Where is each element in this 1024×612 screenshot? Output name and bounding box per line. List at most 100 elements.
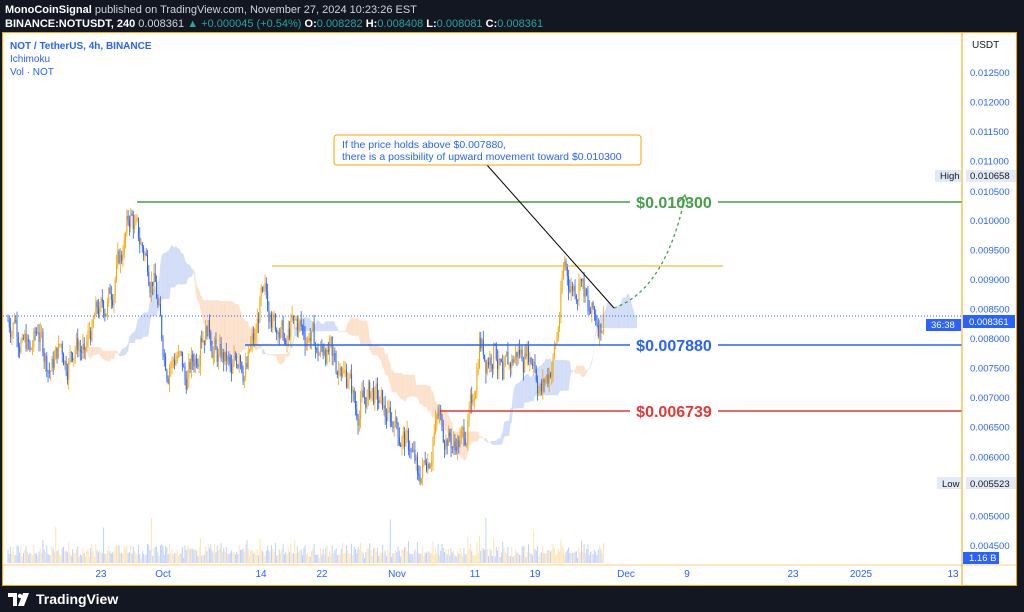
- ichimoku-cloud: [184, 259, 187, 285]
- candle: [261, 287, 263, 291]
- candle: [333, 352, 334, 356]
- ichimoku-cloud: [288, 351, 290, 357]
- volume-bar: [322, 549, 324, 563]
- candle: [409, 449, 411, 451]
- volume-bar: [379, 551, 381, 563]
- volume-bar: [29, 553, 31, 563]
- ichimoku-cloud: [178, 248, 180, 285]
- ichimoku-cloud: [175, 245, 178, 287]
- volume-bar: [353, 546, 355, 563]
- ichimoku-cloud: [349, 316, 351, 335]
- time-axis[interactable]: 23 Oct 14 22 Nov 11 19 Dec 9 23 2025 13: [95, 569, 959, 580]
- volume-bar: [446, 554, 448, 563]
- volume-bar: [304, 545, 306, 563]
- volume-bar: [140, 557, 142, 563]
- candle: [54, 359, 55, 368]
- indicator-volume[interactable]: Vol · NOT: [10, 67, 54, 78]
- author[interactable]: MonoCoinSignal: [5, 4, 92, 16]
- candle: [431, 460, 433, 467]
- ichimoku-cloud: [186, 262, 188, 285]
- candle: [574, 286, 576, 296]
- candle: [446, 439, 448, 446]
- volume-bar: [388, 551, 390, 563]
- ichimoku-cloud: [618, 304, 621, 329]
- volume-bar: [23, 552, 24, 563]
- volume-bar: [240, 549, 241, 563]
- ichimoku-cloud: [129, 335, 131, 343]
- ichimoku-cloud: [359, 320, 361, 346]
- volume-bar: [43, 549, 45, 563]
- volume-bar: [547, 550, 549, 563]
- volume-bar: [290, 543, 292, 563]
- volume-bar: [212, 552, 214, 563]
- ichimoku-cloud: [417, 384, 419, 401]
- ichimoku-cloud: [130, 333, 132, 343]
- volume-bar: [219, 547, 221, 563]
- indicator-ichimoku[interactable]: Ichimoku: [10, 54, 51, 65]
- candle: [281, 320, 283, 330]
- ichimoku-cloud: [385, 354, 387, 376]
- volume-bar: [145, 554, 147, 563]
- ichimoku-cloud: [110, 350, 112, 360]
- ichimoku-cloud: [120, 349, 122, 357]
- symbol-title[interactable]: NOT / TetherUS, 4h, BINANCE: [10, 41, 152, 52]
- ichimoku-cloud: [420, 384, 422, 405]
- footer-brand: TradingView: [8, 591, 118, 607]
- ichimoku-cloud: [604, 308, 607, 329]
- candle: [396, 417, 398, 423]
- ichimoku-cloud: [628, 293, 630, 329]
- candle: [444, 441, 446, 450]
- volume-bar: [15, 555, 17, 563]
- annotation-box[interactable]: [333, 134, 642, 166]
- volume-bar: [460, 553, 462, 563]
- chart-frame[interactable]: [2, 32, 1017, 586]
- volume-bar: [302, 555, 303, 563]
- candle: [68, 361, 70, 380]
- price-axis[interactable]: 0.012500 0.012000 0.011500 0.011000 0.010500…: [970, 68, 1010, 552]
- volume-bar: [250, 550, 252, 563]
- candle: [81, 351, 83, 353]
- ichimoku-cloud: [276, 354, 278, 363]
- volume-bar: [114, 546, 116, 563]
- volume-bar: [28, 554, 30, 563]
- candle: [507, 351, 509, 365]
- candle: [87, 331, 89, 342]
- volume-bar: [513, 555, 515, 563]
- candle: [550, 373, 551, 378]
- candle: [560, 290, 562, 318]
- candle: [427, 463, 429, 472]
- candle: [212, 353, 214, 358]
- volume-bar: [497, 550, 499, 563]
- volume-bar: [313, 544, 315, 563]
- candle: [307, 338, 309, 346]
- ichimoku-cloud: [381, 347, 383, 369]
- ichimoku-cloud: [121, 348, 123, 357]
- ichimoku-cloud: [507, 420, 510, 437]
- ichimoku-cloud: [584, 365, 586, 377]
- ichimoku-cloud: [523, 376, 525, 409]
- candle: [329, 340, 331, 352]
- volume-bar: [243, 551, 245, 563]
- volume-bar: [383, 552, 385, 563]
- volume-bar: [340, 549, 342, 563]
- volume-bar: [508, 556, 510, 563]
- tradingview-logo-icon: [8, 592, 29, 606]
- ichimoku-cloud: [239, 305, 241, 353]
- candle: [12, 322, 14, 334]
- volume-bar: [232, 551, 234, 563]
- candle: [82, 343, 84, 353]
- ichimoku-cloud: [119, 352, 121, 357]
- volume-bar: [327, 556, 329, 563]
- ichimoku-cloud: [361, 320, 364, 346]
- volume-bar: [167, 553, 169, 563]
- volume-bar: [397, 546, 399, 563]
- candle: [602, 316, 604, 332]
- ichimoku-cloud: [445, 410, 448, 432]
- candle: [330, 336, 332, 341]
- projection-arrow[interactable]: [613, 196, 686, 309]
- ichimoku-cloud: [630, 299, 632, 329]
- volume-bar: [345, 545, 347, 563]
- time-tick: 19: [529, 569, 541, 580]
- candle: [449, 432, 451, 437]
